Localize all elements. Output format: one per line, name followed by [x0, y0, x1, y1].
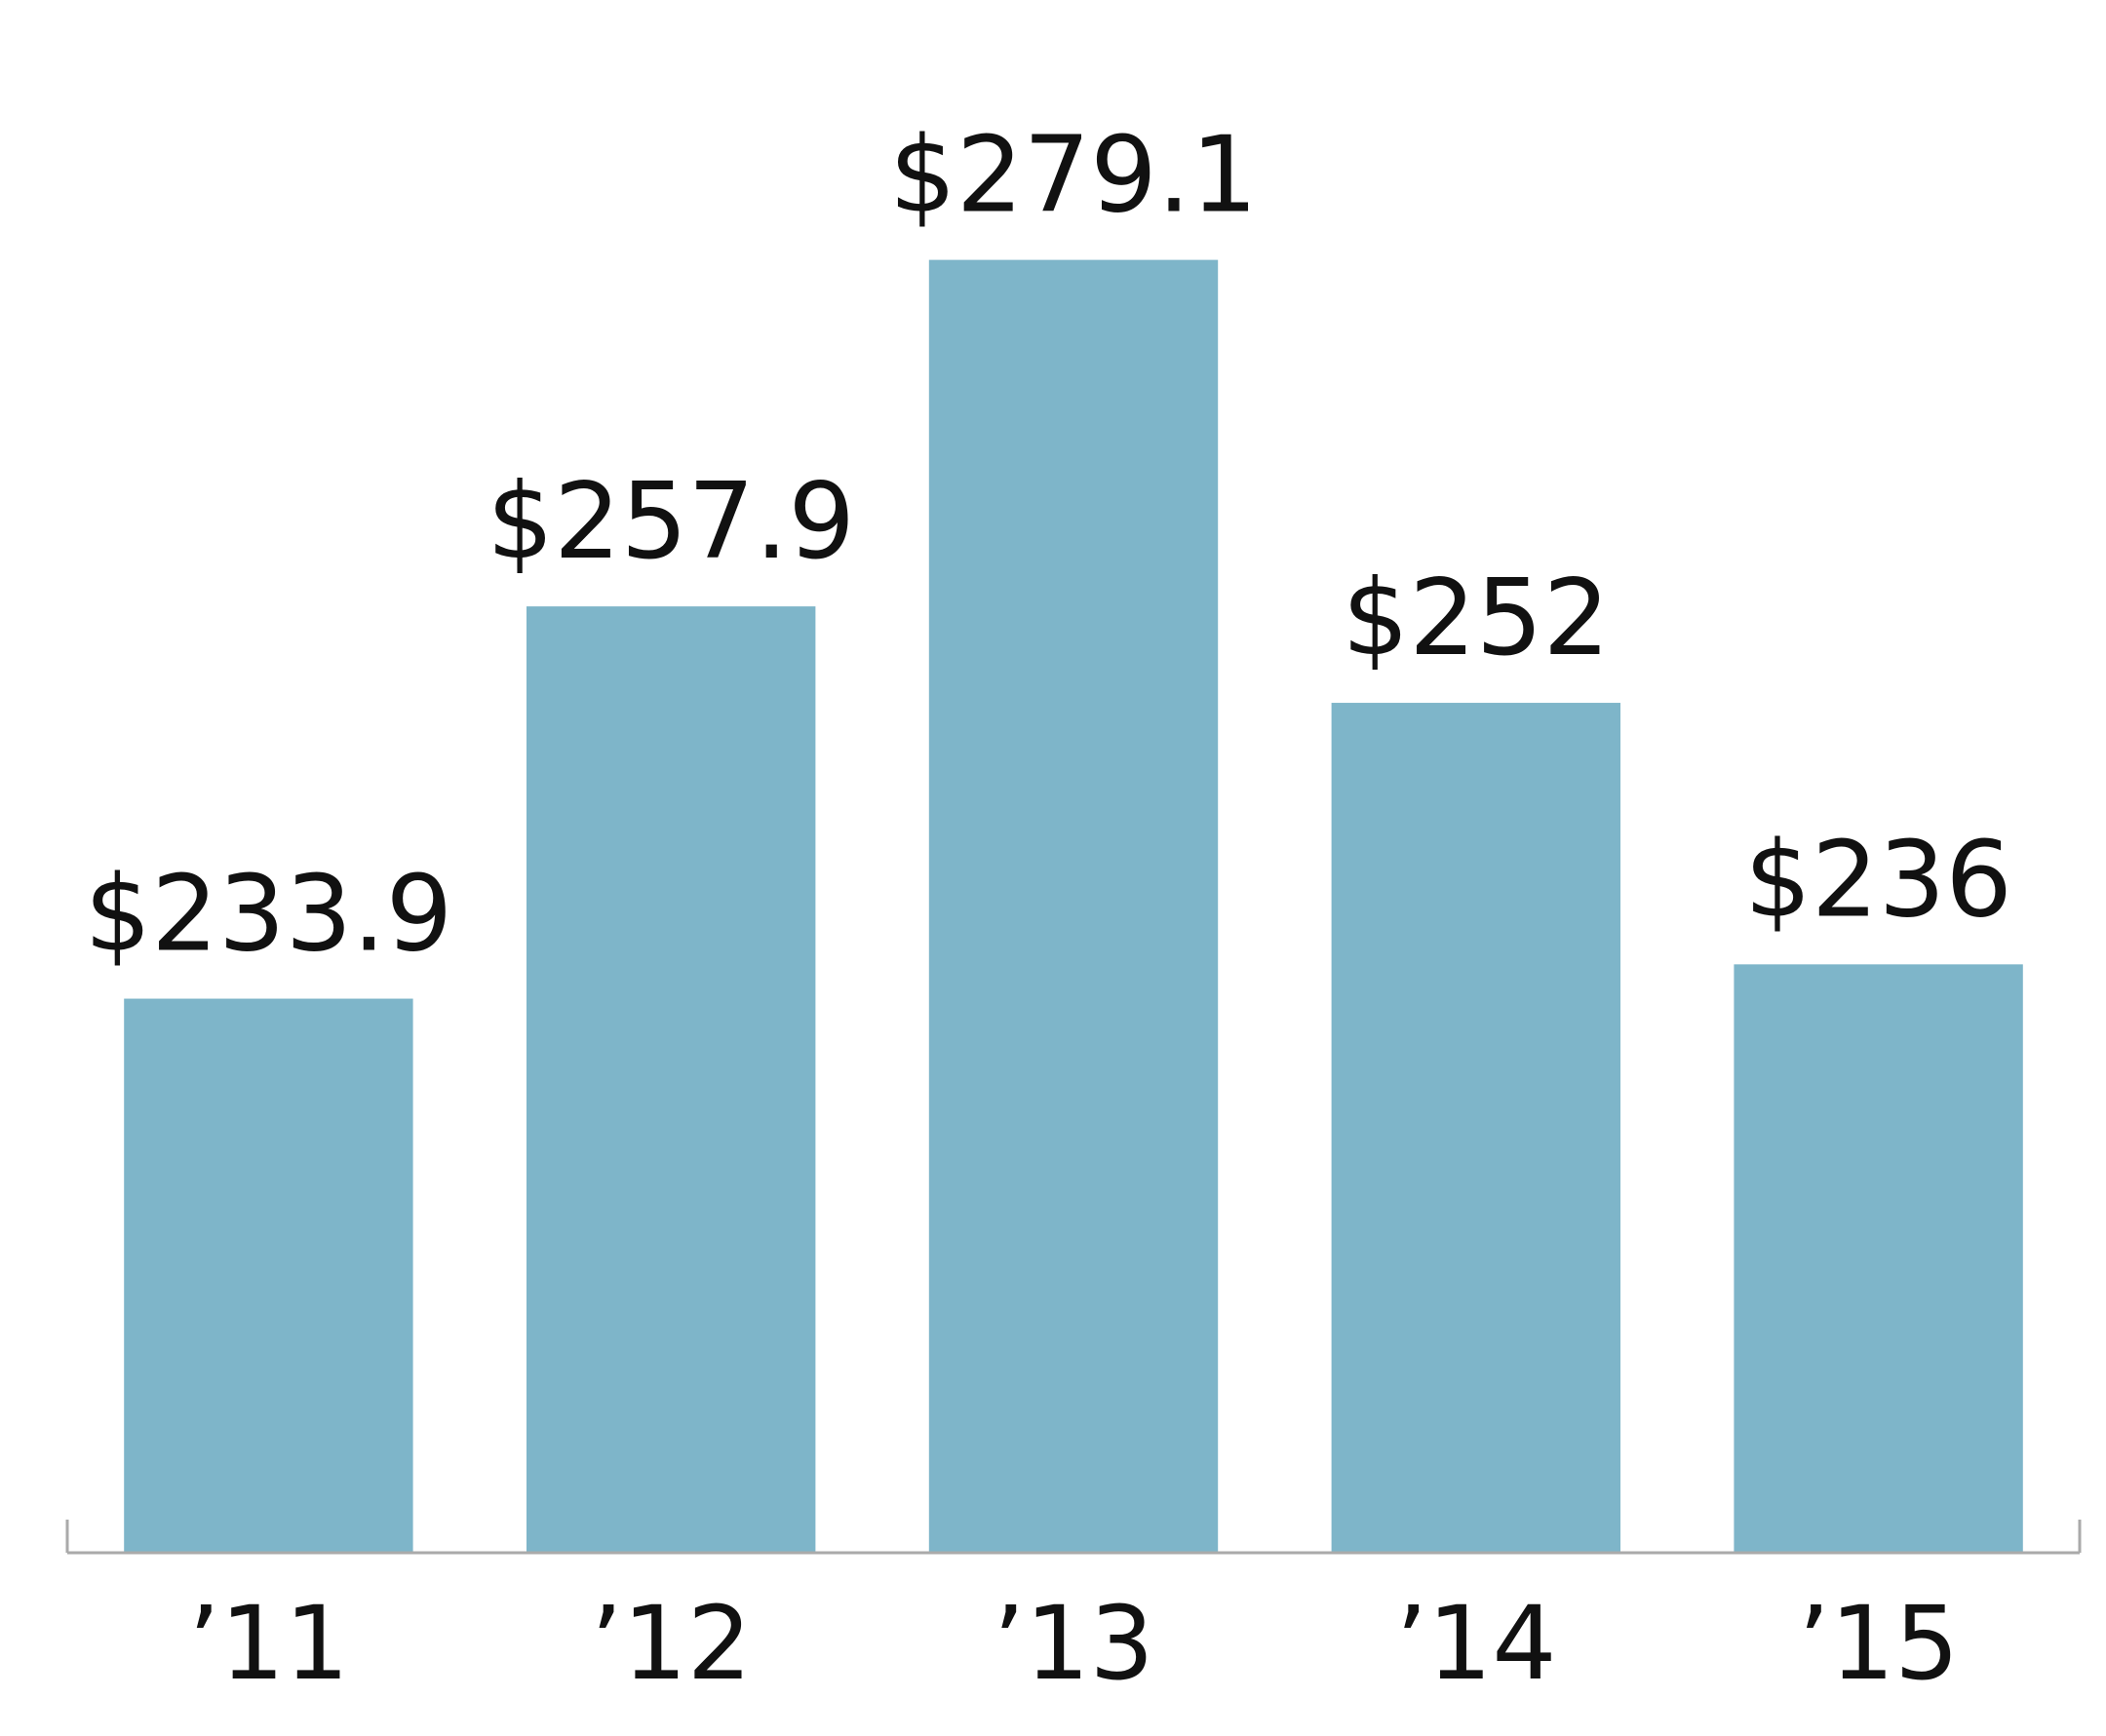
x-tick-label: ’14 — [1395, 1584, 1556, 1703]
value-label: $279.1 — [889, 115, 1258, 237]
bar — [526, 606, 816, 1553]
bar — [1331, 703, 1620, 1553]
bar — [124, 998, 413, 1553]
x-tick-label: ’13 — [993, 1584, 1153, 1703]
value-label: $233.9 — [84, 854, 452, 976]
value-label: $236 — [1744, 819, 2012, 941]
bar — [1734, 964, 2023, 1553]
value-label: $252 — [1342, 558, 1610, 679]
x-tick-label: ’11 — [188, 1584, 349, 1703]
x-tick-label: ’15 — [1798, 1584, 1959, 1703]
bar — [928, 259, 1219, 1553]
value-label: $257.9 — [487, 461, 855, 583]
x-tick-label: ’12 — [590, 1584, 751, 1703]
